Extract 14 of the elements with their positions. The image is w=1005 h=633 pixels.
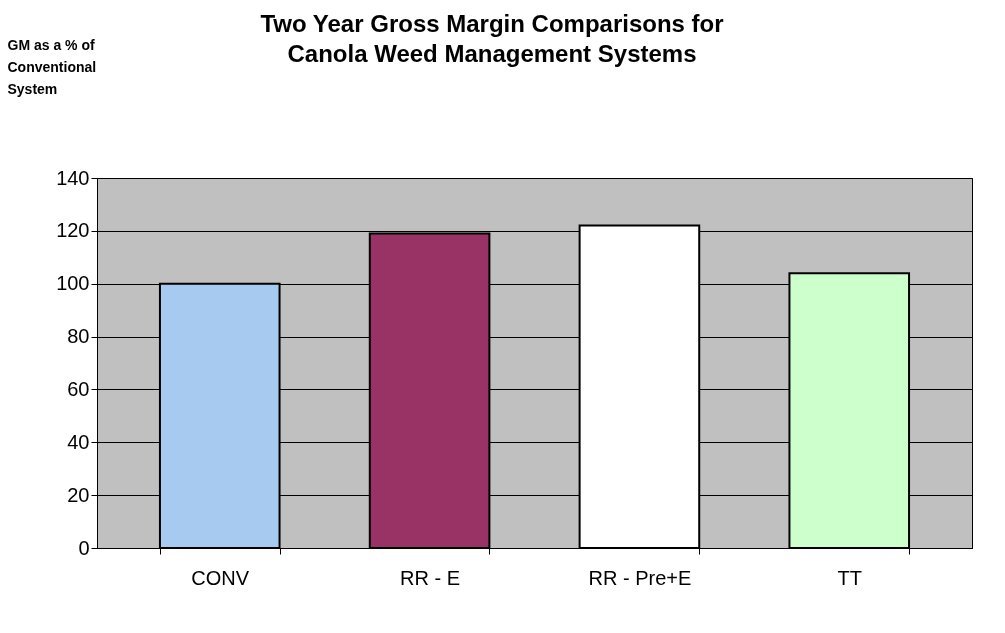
x-tick-label: CONV	[191, 566, 250, 589]
x-tick-label: RR - E	[400, 566, 461, 589]
y-tick-label: 40	[67, 430, 90, 453]
x-tick-label: TT	[837, 566, 862, 589]
y-tick-label: 100	[56, 272, 90, 295]
y-axis-title: GM as a % of Conventional System	[7, 36, 97, 97]
y-tick-label: 20	[67, 483, 90, 506]
y-tick-label: 60	[67, 377, 90, 400]
y-tick-label: 0	[78, 536, 90, 559]
x-tick-label: RR - Pre+E	[588, 566, 692, 589]
y-tick-label: 140	[56, 166, 90, 189]
chart-title: Two Year Gross Margin Comparisons for Canola Weed Management Systems	[260, 10, 724, 67]
y-tick-label: 120	[56, 219, 90, 242]
y-tick-label: 80	[67, 325, 90, 348]
